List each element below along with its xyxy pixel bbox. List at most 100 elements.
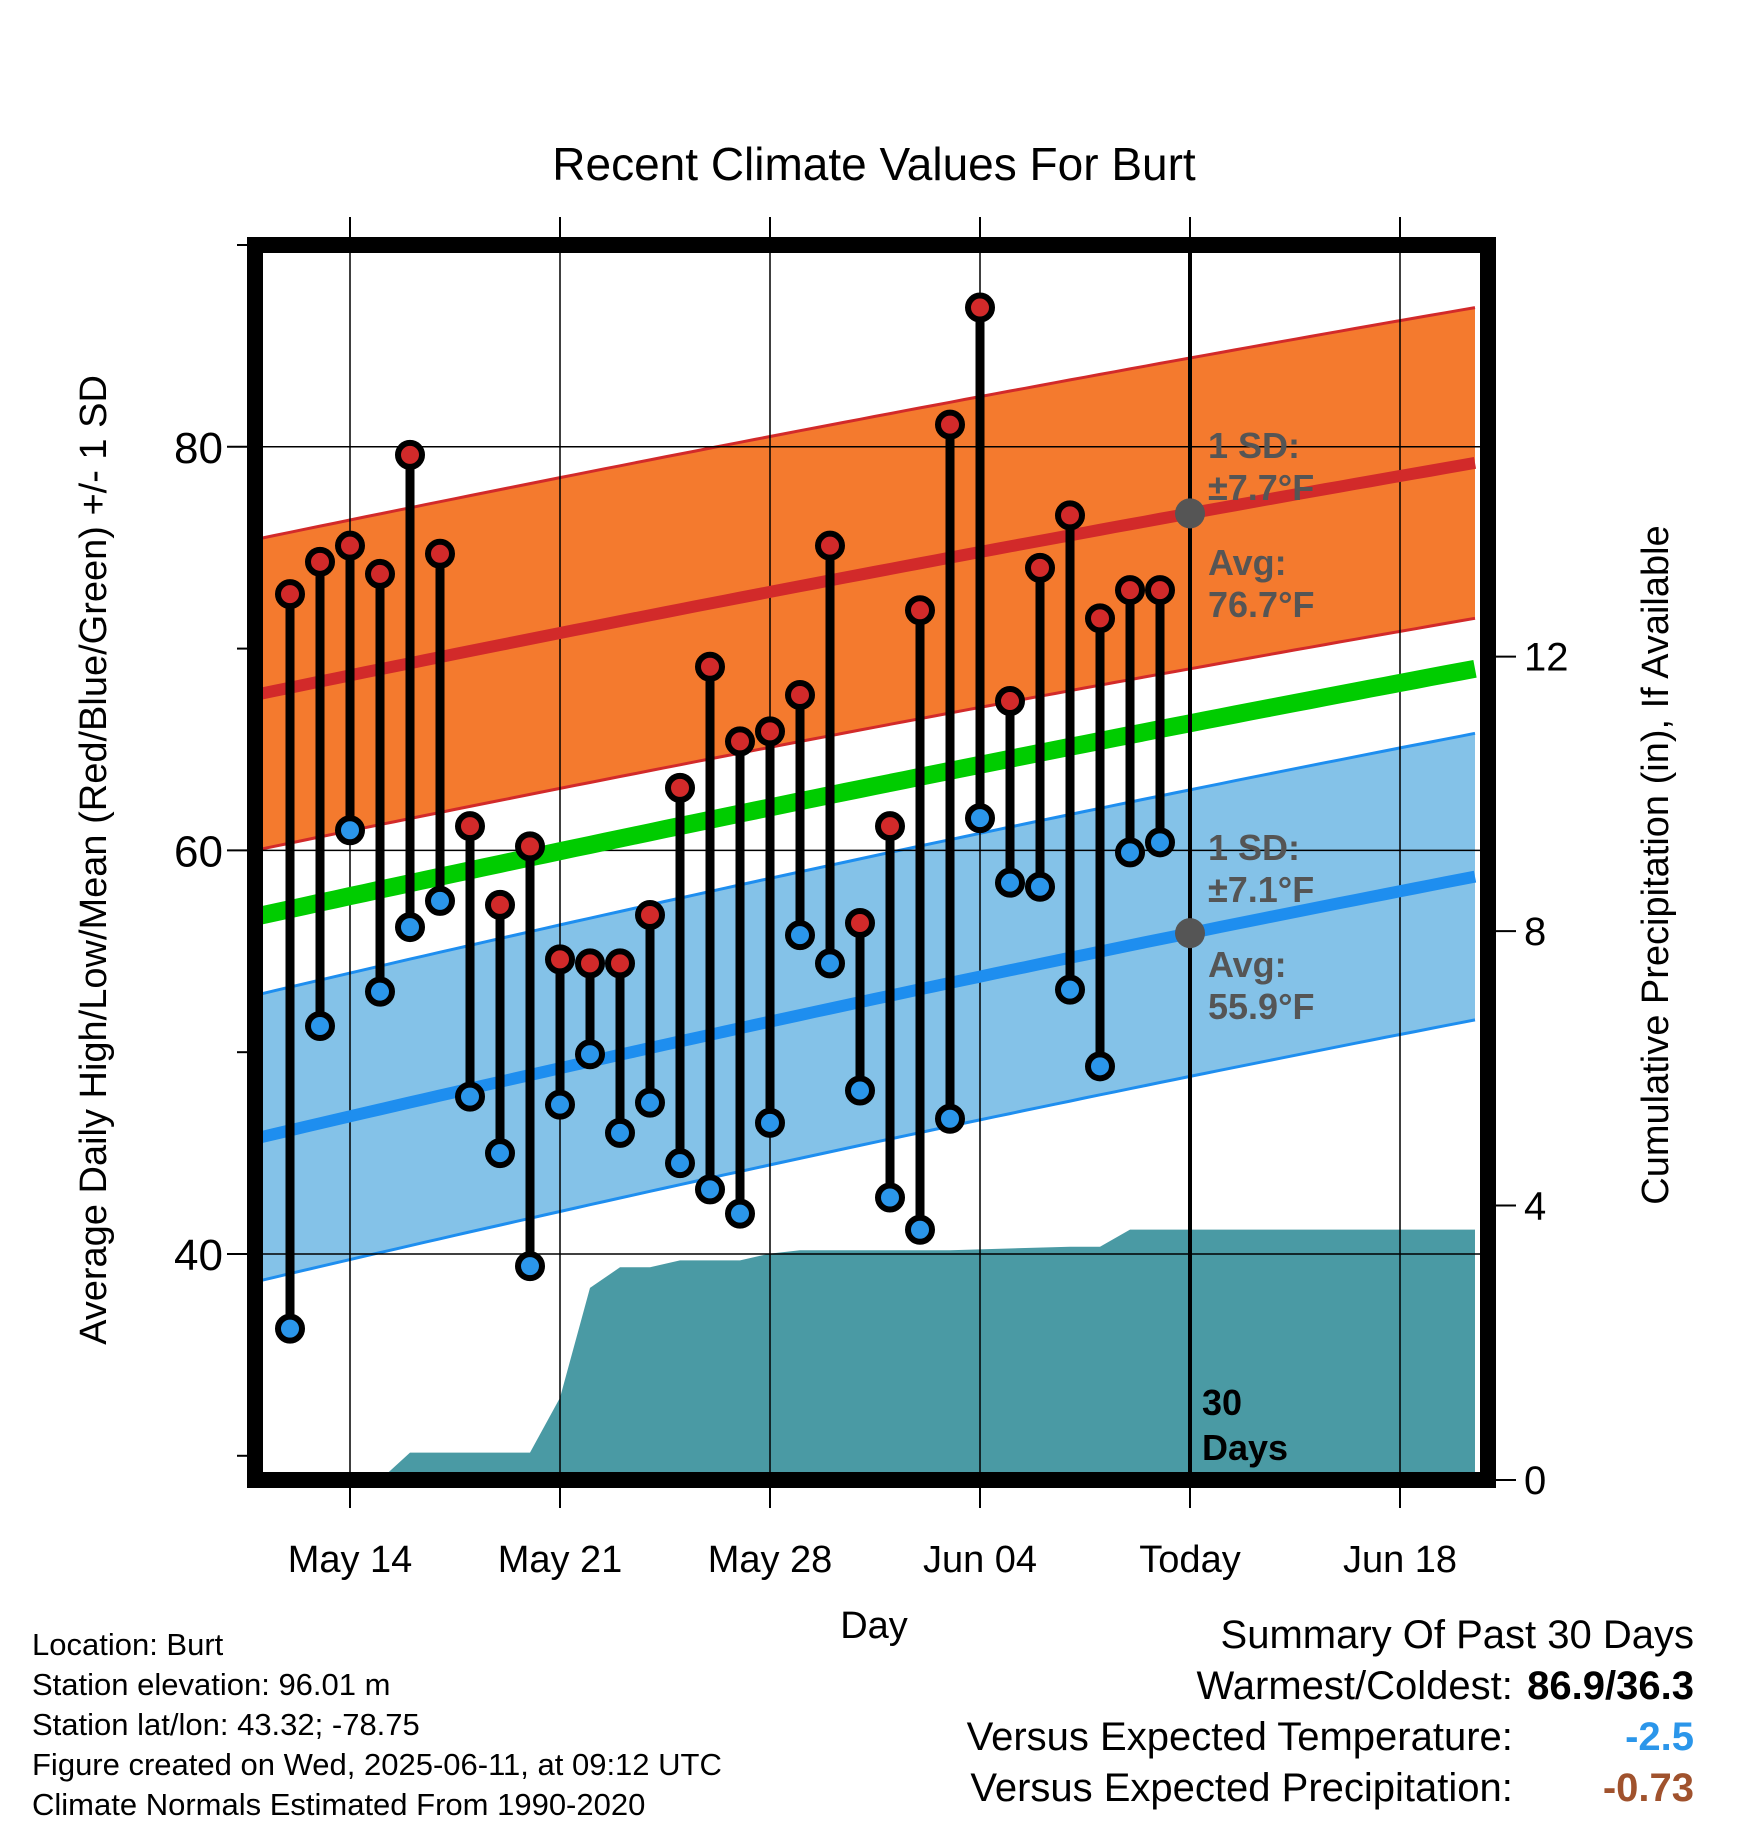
daily-high-point — [305, 546, 335, 577]
low-sd-upper-edge — [255, 731, 1476, 997]
high-sd-upper-edge — [255, 306, 1476, 542]
daily-high-point — [395, 439, 425, 470]
daily-low-point — [455, 1081, 485, 1112]
plot-inner — [255, 245, 1488, 1480]
daily-low-point — [665, 1148, 695, 1179]
daily-low-point — [485, 1138, 515, 1169]
daily-high-point — [875, 811, 905, 842]
daily-high-point — [965, 292, 995, 323]
daily-high-point — [545, 944, 575, 975]
precipitation-area — [255, 1229, 1475, 1480]
daily-low-point — [335, 815, 365, 846]
daily-low-point — [635, 1087, 665, 1118]
daily-high-point — [335, 530, 365, 561]
daily-high-point — [575, 948, 605, 979]
daily-high-point — [1145, 575, 1175, 606]
high-sd-lower-edge — [255, 616, 1476, 852]
warmest-label: Warmest/Coldest: — [1196, 1664, 1513, 1708]
summary-panel: Summary Of Past 30 Days Warmest/Coldest:… — [967, 1610, 1694, 1814]
daily-low-point — [905, 1214, 935, 1245]
daily-high-point — [1085, 603, 1115, 634]
x-axis-label: Day — [840, 1605, 908, 1647]
daily-high-point — [905, 595, 935, 626]
y-right-tick-label: 8 — [1524, 910, 1546, 954]
daily-high-point — [995, 686, 1025, 717]
mean-normal-line — [255, 659, 1477, 927]
high-sd-value: ±7.7°F — [1208, 467, 1314, 508]
high-sd-label: 1 SD: — [1208, 425, 1300, 466]
plot-frame — [247, 237, 1496, 1488]
low-sd-value: ±7.1°F — [1208, 869, 1314, 910]
daily-low-point — [425, 885, 455, 916]
daily-low-point — [515, 1251, 545, 1282]
created-text: Figure created on Wed, 2025-06-11, at 09… — [32, 1747, 722, 1782]
precip-value: -0.73 — [1602, 1766, 1694, 1810]
y-right-tick-label: 4 — [1524, 1185, 1546, 1229]
temp-value: -2.5 — [1625, 1715, 1694, 1759]
y-left-tick-label: 80 — [174, 424, 223, 473]
daily-low-point — [1085, 1051, 1115, 1082]
x-tick-label: Today — [1139, 1539, 1240, 1581]
daily-high-point — [845, 908, 875, 939]
daily-low-point — [845, 1075, 875, 1106]
low-sd-label: 1 SD: — [1208, 827, 1300, 868]
elevation-text: Station elevation: 96.01 m — [32, 1667, 391, 1702]
daily-high-point — [725, 726, 755, 757]
temp-label: Versus Expected Temperature: — [966, 1715, 1513, 1759]
location-text: Location: Burt — [32, 1627, 224, 1662]
low-avg-value: 55.9°F — [1208, 986, 1314, 1027]
daily-high-point — [695, 651, 725, 682]
daily-low-point — [545, 1089, 575, 1120]
daily-high-point — [755, 716, 785, 747]
today-high-normal-marker — [1175, 498, 1205, 529]
x-tick-label: May 28 — [708, 1539, 833, 1581]
summary-warmest-row: Warmest/Coldest: 86.9/36.3 — [967, 1661, 1695, 1712]
high-normal-line — [255, 456, 1477, 702]
y-axis-label-left: Average Daily High/Low/Mean (Red/Blue/Gr… — [73, 375, 115, 1345]
daily-low-point — [755, 1107, 785, 1138]
daily-high-point — [815, 530, 845, 561]
summary-temp-row: Versus Expected Temperature: -2.5 — [967, 1712, 1694, 1763]
daily-high-point — [365, 558, 395, 589]
daily-low-point — [1115, 837, 1145, 868]
daily-low-point — [1025, 871, 1055, 902]
daily-low-point — [785, 920, 815, 951]
x-tick-label: May 14 — [288, 1539, 413, 1581]
latlon-text: Station lat/lon: 43.32; -78.75 — [32, 1707, 420, 1742]
y-right-tick-label: 0 — [1524, 1459, 1546, 1503]
days-label-text: Days — [1202, 1427, 1288, 1468]
daily-low-point — [995, 867, 1025, 898]
daily-high-point — [605, 948, 635, 979]
daily-low-point — [695, 1174, 725, 1205]
daily-low-point — [1145, 827, 1175, 858]
today-low-normal-marker — [1175, 918, 1205, 949]
summary-title: Summary Of Past 30 Days — [1220, 1613, 1694, 1657]
high-avg-label: Avg: — [1208, 542, 1287, 583]
y-left-tick-label: 40 — [174, 1231, 223, 1280]
y-axis-label-right: Cumulative Precipitation (in), If Availa… — [1635, 525, 1677, 1204]
daily-low-point — [395, 912, 425, 943]
daily-low-point — [275, 1313, 305, 1344]
precip-label: Versus Expected Precipitation: — [970, 1766, 1513, 1810]
daily-low-point — [965, 803, 995, 834]
days-label-number: 30 — [1202, 1382, 1242, 1423]
low-sd-lower-edge — [255, 1018, 1476, 1284]
daily-high-point — [485, 889, 515, 920]
normals-text: Climate Normals Estimated From 1990-2020 — [32, 1787, 646, 1822]
high-avg-value: 76.7°F — [1208, 584, 1314, 625]
daily-high-point — [1115, 575, 1145, 606]
daily-high-point — [275, 579, 305, 610]
daily-low-point — [605, 1117, 635, 1148]
daily-high-point — [425, 538, 455, 569]
warmest-value: 86.9/36.3 — [1527, 1664, 1694, 1708]
daily-high-point — [665, 772, 695, 803]
daily-high-point — [635, 899, 665, 930]
station-info: Location: Burt Station elevation: 96.01 … — [32, 1625, 722, 1825]
daily-low-point — [575, 1039, 605, 1070]
daily-high-point — [785, 680, 815, 711]
daily-high-point — [515, 831, 545, 862]
x-tick-label: Jun 18 — [1343, 1539, 1457, 1581]
daily-high-point — [935, 409, 965, 440]
